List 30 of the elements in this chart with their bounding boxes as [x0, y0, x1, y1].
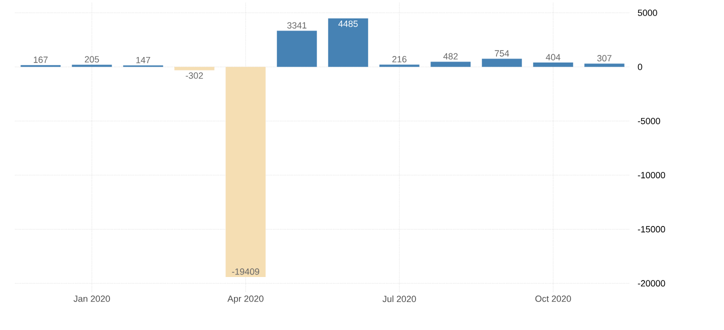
data-label: 307: [597, 55, 612, 62]
bar: [226, 66, 266, 277]
data-label: -302: [186, 72, 203, 79]
data-label: 404: [546, 54, 560, 60]
y-tick-label: 0: [638, 64, 642, 70]
x-tick-label: Oct 2020: [535, 296, 571, 302]
bar: [430, 62, 471, 67]
x-tick-label: Jul 2020: [382, 296, 416, 302]
data-label: 754: [494, 50, 510, 57]
y-tick-label: -10000: [638, 172, 666, 178]
bar: [584, 64, 624, 67]
bar: [174, 66, 214, 70]
data-label: 482: [443, 53, 458, 60]
data-label: 3341: [287, 22, 306, 29]
data-label: 147: [136, 56, 150, 64]
data-label: 167: [34, 56, 48, 63]
bar: [276, 30, 317, 67]
y-tick-label: 5000: [638, 10, 658, 16]
data-label: -19409: [232, 268, 260, 275]
y-tick-label: -15000: [638, 226, 666, 232]
data-label: 216: [392, 56, 406, 62]
data-label: 205: [84, 56, 99, 63]
bar: [482, 58, 522, 67]
x-tick-label: Apr 2020: [227, 296, 264, 304]
bar: [328, 18, 368, 67]
bar: [533, 62, 574, 67]
y-tick-label: -20000: [638, 280, 666, 287]
data-label: 4485: [338, 20, 358, 27]
x-tick-label: Jan 2020: [74, 296, 110, 302]
y-tick-label: -5000: [638, 118, 660, 124]
